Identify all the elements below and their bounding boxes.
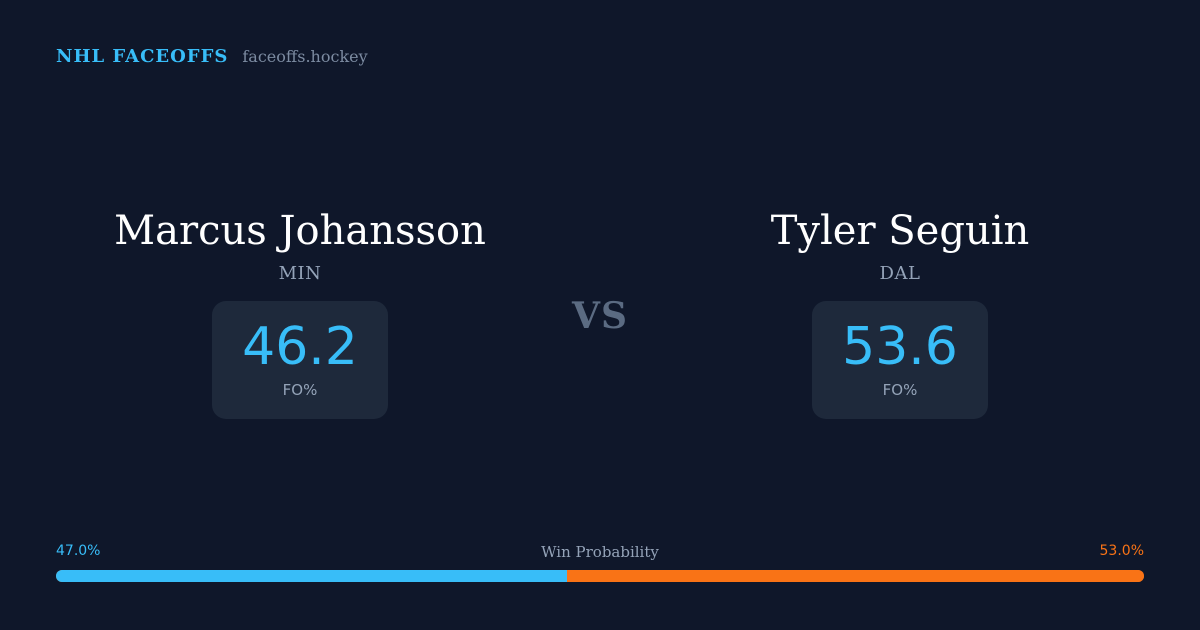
stat-card-right: 53.6 FO% (812, 301, 988, 419)
win-probability-labels: Win Probability 47.0% 53.0% (56, 543, 1144, 563)
win-probability-left-label: 47.0% (56, 543, 101, 559)
stat-card-left: 46.2 FO% (212, 301, 388, 419)
win-probability-fill-right (567, 570, 1144, 582)
win-probability-bar (56, 570, 1144, 582)
brand-header: NHL FACEOFFS faceoffs.hockey (56, 46, 368, 67)
win-probability-right-label: 53.0% (1099, 543, 1144, 559)
player-name-left: Marcus Johansson (114, 208, 486, 254)
stat-label-left: FO% (282, 381, 318, 399)
player-team-right: DAL (879, 263, 921, 284)
brand-domain: faceoffs.hockey (242, 47, 368, 66)
stat-label-right: FO% (882, 381, 918, 399)
player-name-right: Tyler Seguin (770, 208, 1030, 254)
versus-label: VS (572, 295, 628, 337)
win-probability-fill-left (56, 570, 568, 582)
stat-value-right: 53.6 (842, 317, 958, 377)
player-card-left: Marcus Johansson MIN 46.2 FO% (100, 205, 500, 419)
player-team-left: MIN (278, 263, 322, 284)
win-probability-title: Win Probability (541, 543, 659, 561)
brand-title: NHL FACEOFFS (56, 46, 229, 67)
player-card-right: Tyler Seguin DAL 53.6 FO% (700, 205, 1100, 419)
stat-value-left: 46.2 (242, 317, 358, 377)
